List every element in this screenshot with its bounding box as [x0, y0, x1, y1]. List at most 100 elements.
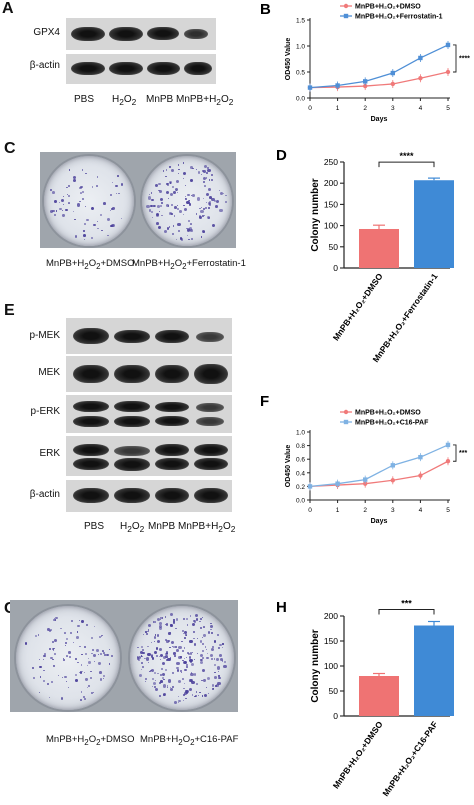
colony — [199, 207, 201, 210]
chart-b-cck8-ferrostatin: B 0 1 2 3 4 5 0.0 0.5 1.0 1.5 Days OD450 Value MnPB+H… — [260, 1, 470, 123]
colony — [67, 184, 71, 188]
colony — [195, 168, 197, 171]
colony — [153, 636, 157, 639]
x-tick-label: 4 — [419, 507, 423, 514]
colony — [187, 199, 190, 202]
colony — [166, 182, 169, 185]
colony — [188, 687, 192, 691]
colony — [31, 666, 34, 670]
colony — [178, 655, 182, 659]
colony — [209, 625, 213, 628]
colony — [63, 203, 65, 205]
colony — [103, 653, 106, 656]
blot-e-perk-strip — [66, 395, 232, 433]
colony — [216, 666, 221, 670]
colony — [165, 640, 169, 644]
colony — [188, 202, 192, 206]
data-point — [390, 478, 395, 483]
colony — [172, 618, 176, 622]
colony — [154, 183, 159, 187]
colony — [77, 661, 79, 664]
panel-label-f: F — [260, 393, 269, 410]
colony — [155, 213, 159, 217]
colony — [165, 654, 169, 659]
x-tick-label: 0 — [308, 105, 312, 112]
colony — [100, 635, 103, 638]
colony — [193, 619, 196, 622]
colony — [214, 205, 218, 208]
colony — [49, 647, 52, 650]
colony — [87, 686, 89, 688]
colony — [176, 669, 180, 672]
colony — [187, 652, 189, 654]
colony — [144, 677, 148, 681]
colony — [203, 215, 205, 217]
colony — [164, 669, 167, 672]
band — [194, 458, 228, 470]
colony — [206, 676, 210, 680]
colony — [166, 203, 170, 207]
colony — [173, 621, 176, 624]
colony — [183, 204, 185, 207]
band — [109, 27, 143, 41]
colony — [120, 183, 124, 187]
colony — [206, 192, 210, 196]
colony — [193, 673, 197, 676]
colony — [213, 663, 216, 667]
band — [73, 416, 109, 427]
colony — [176, 648, 179, 652]
data-point — [307, 484, 313, 489]
colony — [141, 645, 144, 649]
colony — [190, 165, 194, 169]
colony — [181, 640, 183, 643]
data-point — [418, 76, 423, 81]
colony — [177, 191, 179, 194]
colony — [165, 623, 167, 626]
colony — [173, 225, 175, 227]
x-tick-label: 1 — [336, 507, 340, 514]
colony — [175, 627, 177, 630]
colony — [219, 643, 222, 647]
band — [184, 29, 208, 39]
colony — [156, 655, 159, 658]
colony — [163, 684, 167, 688]
colony — [43, 654, 46, 658]
colony — [54, 200, 58, 203]
colony — [71, 620, 74, 622]
blot-a-row-label-actin: β-actin — [29, 60, 60, 71]
colony — [199, 621, 201, 623]
colony — [172, 685, 175, 689]
band — [73, 365, 109, 383]
colony — [195, 691, 198, 693]
colony — [214, 671, 216, 674]
legend-marker — [343, 409, 349, 415]
blot-e-row-label-perk: p-ERK — [30, 406, 60, 417]
colony — [204, 206, 207, 210]
colony — [162, 170, 164, 172]
colony — [191, 694, 194, 696]
colony — [33, 676, 36, 679]
colony — [160, 201, 163, 204]
colony — [189, 679, 192, 682]
colony — [152, 677, 155, 680]
colony — [183, 630, 187, 634]
bar-1 — [359, 676, 399, 716]
colony — [182, 659, 184, 661]
colony — [148, 624, 152, 628]
colony — [145, 657, 149, 661]
colony — [205, 201, 208, 204]
colony — [91, 637, 93, 639]
y-tick-label: 0.4 — [296, 470, 305, 477]
data-point — [418, 454, 423, 460]
colony — [137, 647, 139, 649]
x-category-label: MnPB+H₂O₂+C16-PAF — [380, 719, 439, 798]
colony — [141, 655, 143, 658]
colony — [83, 696, 86, 698]
legend-label: MnPB+H₂O₂+DMSO — [355, 4, 421, 11]
colony — [198, 214, 202, 218]
legend-label: MnPB+H₂O₂+C16-PAF — [355, 420, 429, 427]
colony — [177, 204, 179, 206]
colony — [223, 660, 226, 663]
colony — [170, 212, 173, 215]
colony — [205, 686, 208, 689]
